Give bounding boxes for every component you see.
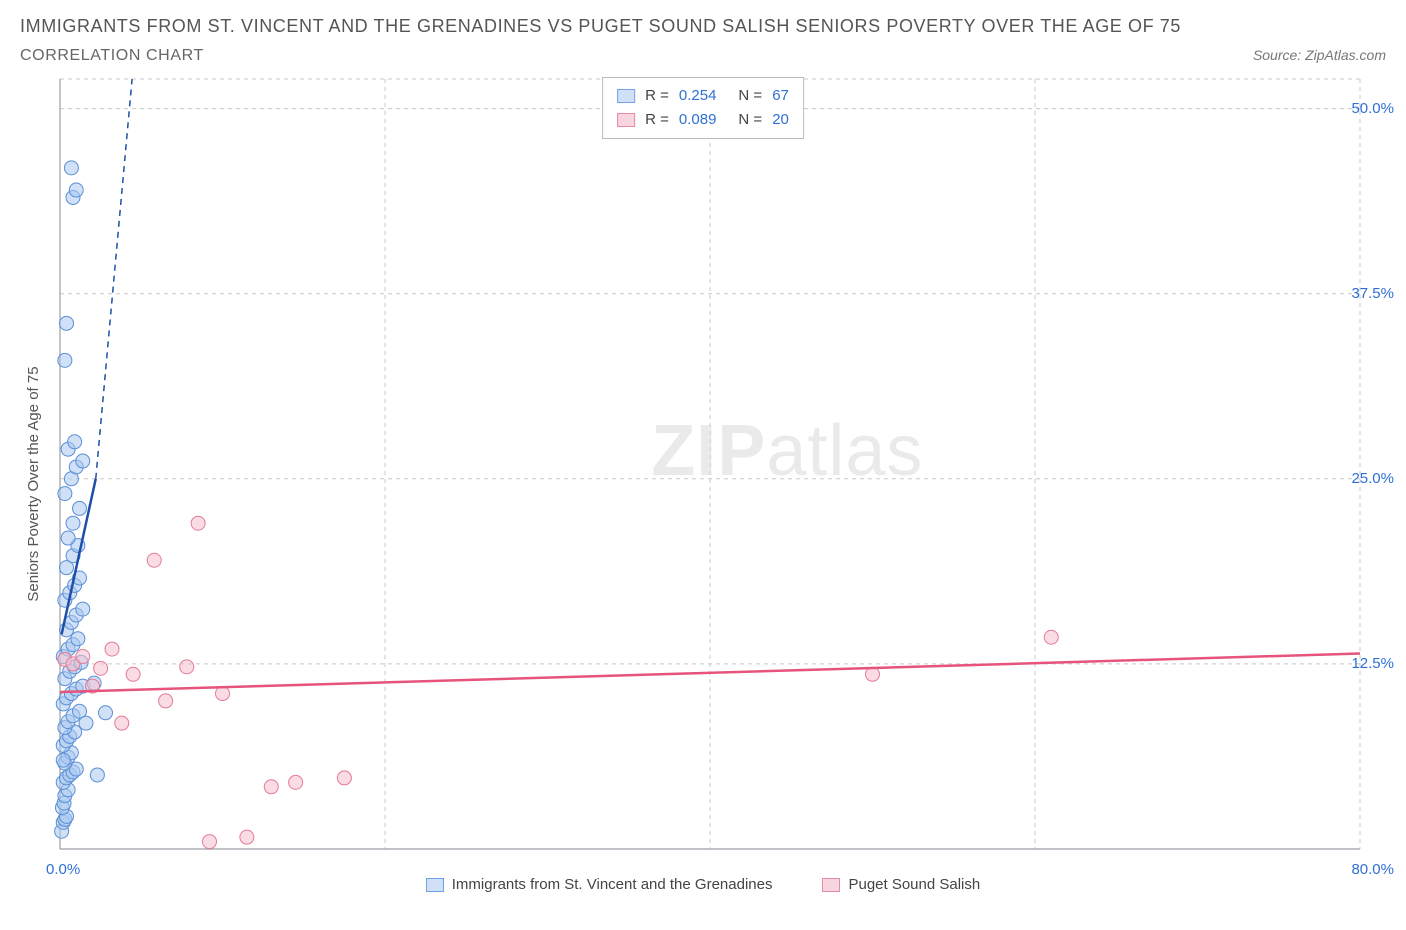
- legend-row: R = 0.089N = 20: [617, 108, 789, 132]
- y-tick-label: 12.5%: [1351, 655, 1394, 672]
- legend-item: Immigrants from St. Vincent and the Gren…: [426, 876, 773, 893]
- y-tick-label: 50.0%: [1351, 100, 1394, 117]
- y-tick-label: 25.0%: [1351, 470, 1394, 487]
- series-legend: Immigrants from St. Vincent and the Gren…: [0, 876, 1406, 893]
- x-tick-label: 0.0%: [46, 861, 80, 878]
- chart-subtitle: CORRELATION CHART: [20, 47, 204, 65]
- legend-item: Puget Sound Salish: [822, 876, 980, 893]
- legend-row: R = 0.254N = 67: [617, 84, 789, 108]
- source-label: Source: ZipAtlas.com: [1253, 47, 1386, 63]
- x-tick-label: 80.0%: [1351, 861, 1394, 878]
- correlation-legend: R = 0.254N = 67R = 0.089N = 20: [602, 77, 804, 139]
- y-axis-label: Seniors Poverty Over the Age of 75: [25, 366, 42, 601]
- scatter-plot: [0, 69, 1406, 899]
- chart-title: IMMIGRANTS FROM ST. VINCENT AND THE GREN…: [20, 16, 1386, 37]
- y-tick-label: 37.5%: [1351, 285, 1394, 302]
